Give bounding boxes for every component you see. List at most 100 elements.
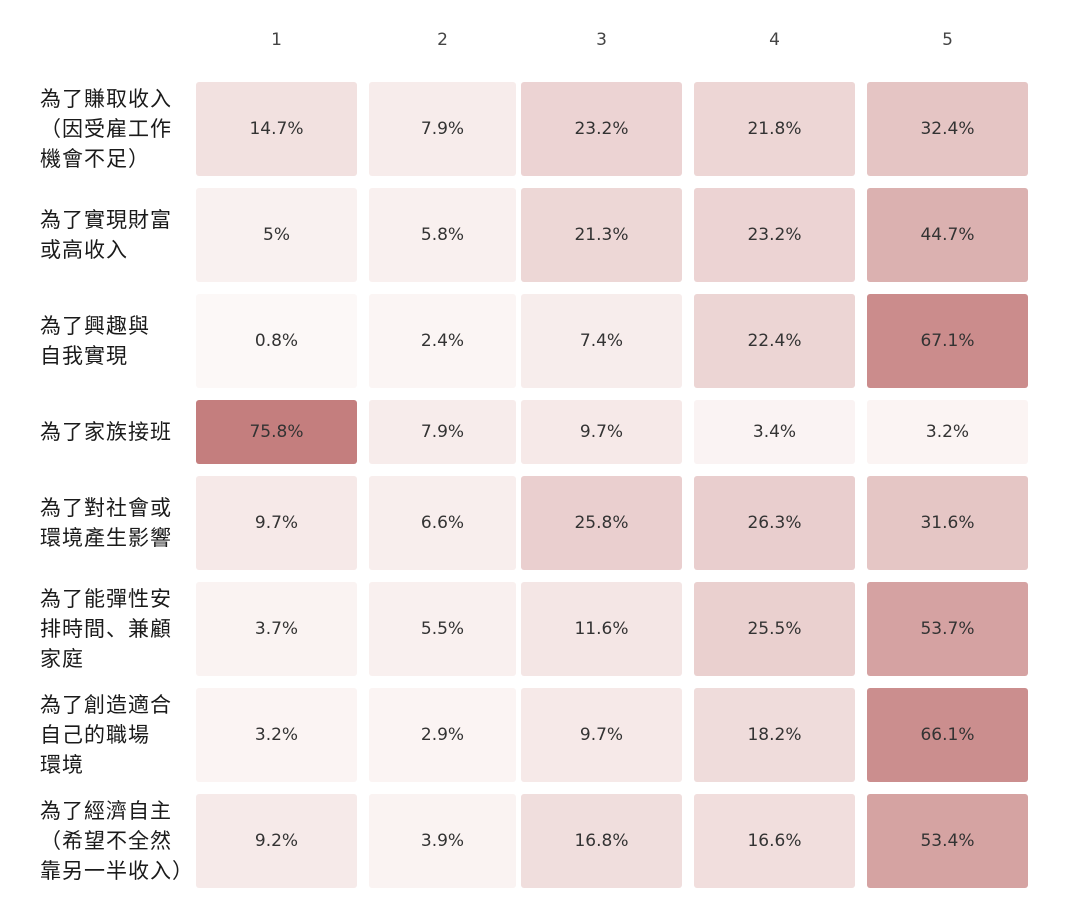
- column-header-5: 5: [942, 30, 953, 50]
- cell-value-label: 44.7%: [920, 225, 975, 245]
- heatmap-cell: 25.5%: [694, 582, 855, 676]
- heatmap-cell: 25.8%: [521, 476, 682, 570]
- cell-value-label: 32.4%: [920, 119, 975, 139]
- row-label: 為了家族接班: [40, 400, 190, 464]
- heatmap-cell: 18.2%: [694, 688, 855, 782]
- column-header-2: 2: [437, 30, 448, 50]
- heatmap-cell: 3.4%: [694, 400, 855, 464]
- row-label-line: 為了興趣與: [40, 314, 150, 338]
- heatmap-cell: 7.4%: [521, 294, 682, 388]
- cell-value-label: 16.6%: [747, 831, 802, 851]
- row-label-line: （因受雇工作: [40, 117, 172, 141]
- cell-value-label: 3.9%: [420, 831, 465, 851]
- heatmap-cell: 3.2%: [867, 400, 1028, 464]
- cell-value-label: 9.2%: [254, 831, 299, 851]
- cell-value-label: 53.7%: [920, 619, 975, 639]
- row-label: 為了創造適合 自己的職場環境: [40, 688, 190, 782]
- row-label-line: 為了對社會或: [40, 496, 172, 520]
- cell-value-label: 23.2%: [747, 225, 802, 245]
- heatmap-cell: 5%: [196, 188, 357, 282]
- cell-value-label: 5.5%: [420, 619, 465, 639]
- cell-value-label: 5.8%: [420, 225, 465, 245]
- cell-value-label: 3.2%: [925, 422, 970, 442]
- heatmap-cell: 3.9%: [369, 794, 516, 888]
- heatmap-cell: 21.8%: [694, 82, 855, 176]
- heatmap-cell: 67.1%: [867, 294, 1028, 388]
- row-label-line: 環境: [40, 753, 84, 777]
- heatmap-cell: 7.9%: [369, 400, 516, 464]
- cell-value-label: 2.4%: [420, 331, 465, 351]
- heatmap-cell: 0.8%: [196, 294, 357, 388]
- cell-value-label: 7.4%: [579, 331, 624, 351]
- heatmap-cell: 16.8%: [521, 794, 682, 888]
- row-label-line: 環境產生影響: [40, 526, 172, 550]
- cell-value-label: 67.1%: [920, 331, 975, 351]
- heatmap-cell: 32.4%: [867, 82, 1028, 176]
- row-label: 為了能彈性安 排時間、兼顧 家庭: [40, 582, 190, 676]
- heatmap-cell: 7.9%: [369, 82, 516, 176]
- cell-value-label: 3.7%: [254, 619, 299, 639]
- cell-value-label: 21.3%: [574, 225, 629, 245]
- cell-value-label: 0.8%: [254, 331, 299, 351]
- cell-value-label: 31.6%: [920, 513, 975, 533]
- heatmap-cell: 14.7%: [196, 82, 357, 176]
- cell-value-label: 75.8%: [249, 422, 304, 442]
- heatmap-cell: 21.3%: [521, 188, 682, 282]
- row-label-line: 或高收入: [40, 238, 128, 262]
- cell-value-label: 9.7%: [254, 513, 299, 533]
- cell-value-label: 3.2%: [254, 725, 299, 745]
- cell-value-label: 25.8%: [574, 513, 629, 533]
- column-header-3: 3: [596, 30, 607, 50]
- row-label: 為了賺取收入 （因受雇工作 機會不足）: [40, 82, 190, 176]
- heatmap-cell: 23.2%: [694, 188, 855, 282]
- heatmap-cell: 11.6%: [521, 582, 682, 676]
- heatmap-cell: 66.1%: [867, 688, 1028, 782]
- heatmap-cell: 9.7%: [521, 400, 682, 464]
- cell-value-label: 14.7%: [249, 119, 304, 139]
- cell-value-label: 5%: [263, 225, 290, 245]
- cell-value-label: 23.2%: [574, 119, 629, 139]
- column-header-4: 4: [769, 30, 780, 50]
- row-label-line: 為了創造適合: [40, 693, 172, 717]
- cell-value-label: 9.7%: [579, 725, 624, 745]
- heatmap-cell: 9.2%: [196, 794, 357, 888]
- heatmap-cell: 31.6%: [867, 476, 1028, 570]
- heatmap-cell: 3.7%: [196, 582, 357, 676]
- cell-value-label: 16.8%: [574, 831, 629, 851]
- row-label-line: 自我實現: [40, 344, 128, 368]
- row-label-line: 為了賺取收入: [40, 87, 172, 111]
- heatmap-cell: 26.3%: [694, 476, 855, 570]
- row-label-line: （希望不全然: [40, 829, 172, 853]
- cell-value-label: 53.4%: [920, 831, 975, 851]
- heatmap-cell: 2.9%: [369, 688, 516, 782]
- heatmap-cell: 9.7%: [521, 688, 682, 782]
- cell-value-label: 18.2%: [747, 725, 802, 745]
- heatmap-cell: 9.7%: [196, 476, 357, 570]
- cell-value-label: 7.9%: [420, 119, 465, 139]
- heatmap-cell: 53.7%: [867, 582, 1028, 676]
- heatmap-cell: 23.2%: [521, 82, 682, 176]
- heatmap-cell: 22.4%: [694, 294, 855, 388]
- heatmap-cell: 6.6%: [369, 476, 516, 570]
- cell-value-label: 11.6%: [574, 619, 629, 639]
- row-label-line: 為了實現財富: [40, 208, 172, 232]
- row-label: 為了興趣與 自我實現: [40, 294, 190, 388]
- cell-value-label: 2.9%: [420, 725, 465, 745]
- column-header-1: 1: [271, 30, 282, 50]
- cell-value-label: 22.4%: [747, 331, 802, 351]
- cell-value-label: 3.4%: [752, 422, 797, 442]
- row-label-line: 為了經濟自主: [40, 799, 172, 823]
- row-label-line: 為了家族接班: [40, 420, 172, 444]
- heatmap-cell: 44.7%: [867, 188, 1028, 282]
- cell-value-label: 21.8%: [747, 119, 802, 139]
- cell-value-label: 26.3%: [747, 513, 802, 533]
- heatmap-cell: 16.6%: [694, 794, 855, 888]
- cell-value-label: 66.1%: [920, 725, 975, 745]
- heatmap-cell: 3.2%: [196, 688, 357, 782]
- cell-value-label: 6.6%: [420, 513, 465, 533]
- row-label-line: 自己的職場: [40, 723, 150, 747]
- row-label-line: 靠另一半收入）: [40, 859, 194, 883]
- row-label-line: 為了能彈性安: [40, 587, 172, 611]
- cell-value-label: 9.7%: [579, 422, 624, 442]
